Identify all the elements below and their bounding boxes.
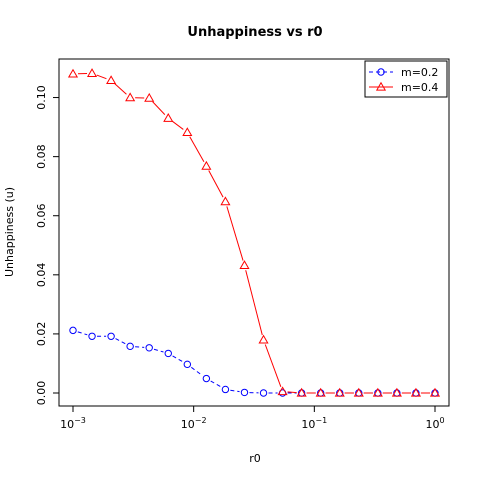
- x-tick-exponent: 0: [439, 416, 444, 425]
- data-point-triangle: [259, 336, 267, 343]
- data-point-triangle: [183, 128, 191, 135]
- x-axis: 10−3 10−2 10−1 100: [60, 406, 444, 431]
- series-line-segment: [173, 356, 183, 362]
- legend: m=0.2 m=0.4: [365, 61, 447, 97]
- x-tick-base: 10: [301, 418, 315, 431]
- y-tick-label: 0.00: [35, 381, 48, 406]
- data-point-triangle: [164, 114, 172, 121]
- series-line-segment: [135, 347, 144, 348]
- series-line-segment: [78, 332, 87, 335]
- data-point-circle: [146, 345, 152, 351]
- data-point-triangle: [240, 261, 248, 268]
- data-point-circle: [203, 375, 209, 381]
- x-tick-exponent: −1: [315, 416, 327, 425]
- y-tick-label: 0.08: [35, 144, 48, 169]
- series-line-segment: [227, 206, 243, 260]
- data-point-circle: [108, 333, 114, 339]
- series-line-segment: [115, 84, 127, 94]
- x-tick-label: 10−2: [181, 416, 207, 431]
- y-axis-label: Unhappiness (u): [3, 187, 16, 277]
- legend-label: m=0.4: [401, 81, 438, 94]
- y-tick-label: 0.02: [35, 322, 48, 347]
- series-line-segment: [265, 345, 281, 387]
- data-point-triangle: [145, 94, 153, 101]
- series-layer: [69, 69, 439, 396]
- series-line-segment: [209, 170, 223, 197]
- x-tick-base: 10: [181, 418, 195, 431]
- data-point-triangle: [107, 76, 115, 83]
- series-line-segment: [172, 121, 183, 129]
- data-point-circle: [89, 333, 95, 339]
- y-tick-label: 0.06: [35, 203, 48, 228]
- series-line-segment: [230, 390, 239, 391]
- data-point-circle: [165, 350, 171, 356]
- x-tick-label: 100: [425, 416, 444, 431]
- series-line-segment: [246, 270, 263, 335]
- y-axis: 0.00 0.02 0.04 0.06 0.08 0.10: [35, 85, 59, 405]
- x-tick-exponent: −2: [195, 416, 207, 425]
- x-tick-base: 10: [60, 418, 74, 431]
- legend-label: m=0.2: [401, 66, 438, 79]
- series-line-segment: [154, 349, 163, 352]
- series-line-segment: [116, 339, 126, 344]
- series-line-segment: [191, 367, 202, 375]
- plot-frame: [59, 59, 449, 406]
- data-point-triangle: [69, 70, 77, 77]
- data-point-triangle: [202, 162, 210, 169]
- data-point-circle: [222, 386, 228, 392]
- data-point-circle: [184, 361, 190, 367]
- x-tick-label: 10−3: [60, 416, 86, 431]
- x-tick-exponent: −3: [74, 416, 86, 425]
- data-point-triangle: [88, 69, 96, 76]
- series-line-segment: [97, 75, 107, 79]
- x-tick-base: 10: [425, 418, 439, 431]
- y-tick-label: 0.10: [35, 85, 48, 110]
- series-m=0.4: [69, 69, 439, 396]
- data-point-triangle: [221, 197, 229, 204]
- data-point-circle: [70, 327, 76, 333]
- x-tick-label: 10−1: [301, 416, 327, 431]
- y-tick-label: 0.04: [35, 263, 48, 288]
- series-line-segment: [190, 137, 204, 162]
- data-point-circle: [241, 389, 247, 395]
- data-point-circle: [127, 343, 133, 349]
- series-line-segment: [288, 392, 297, 393]
- series-line-segment: [153, 102, 165, 115]
- data-point-circle: [260, 390, 266, 396]
- x-axis-label: r0: [249, 452, 261, 465]
- series-line-segment: [211, 381, 221, 387]
- series-m=0.2: [70, 327, 438, 396]
- chart-title: Unhappiness vs r0: [187, 25, 322, 40]
- data-point-triangle: [126, 93, 134, 100]
